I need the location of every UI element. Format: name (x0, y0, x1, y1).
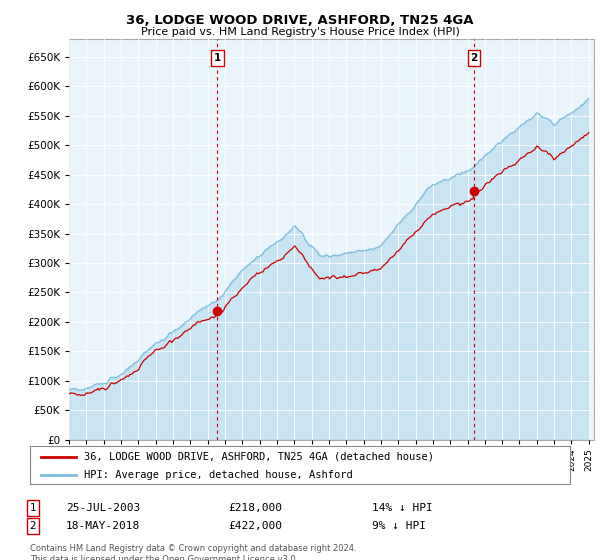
Text: 9% ↓ HPI: 9% ↓ HPI (372, 521, 426, 531)
Text: 14% ↓ HPI: 14% ↓ HPI (372, 503, 433, 513)
Text: 25-JUL-2003: 25-JUL-2003 (66, 503, 140, 513)
Text: 1: 1 (214, 53, 221, 63)
Text: Contains HM Land Registry data © Crown copyright and database right 2024.
This d: Contains HM Land Registry data © Crown c… (30, 544, 356, 560)
Text: Price paid vs. HM Land Registry's House Price Index (HPI): Price paid vs. HM Land Registry's House … (140, 27, 460, 37)
Text: 36, LODGE WOOD DRIVE, ASHFORD, TN25 4GA (detached house): 36, LODGE WOOD DRIVE, ASHFORD, TN25 4GA … (84, 452, 434, 462)
Text: 36, LODGE WOOD DRIVE, ASHFORD, TN25 4GA: 36, LODGE WOOD DRIVE, ASHFORD, TN25 4GA (126, 14, 474, 27)
Text: HPI: Average price, detached house, Ashford: HPI: Average price, detached house, Ashf… (84, 470, 353, 480)
Text: 18-MAY-2018: 18-MAY-2018 (66, 521, 140, 531)
Text: 2: 2 (470, 53, 478, 63)
Text: 2: 2 (29, 521, 37, 531)
Text: £218,000: £218,000 (228, 503, 282, 513)
Text: 1: 1 (29, 503, 37, 513)
Text: £422,000: £422,000 (228, 521, 282, 531)
